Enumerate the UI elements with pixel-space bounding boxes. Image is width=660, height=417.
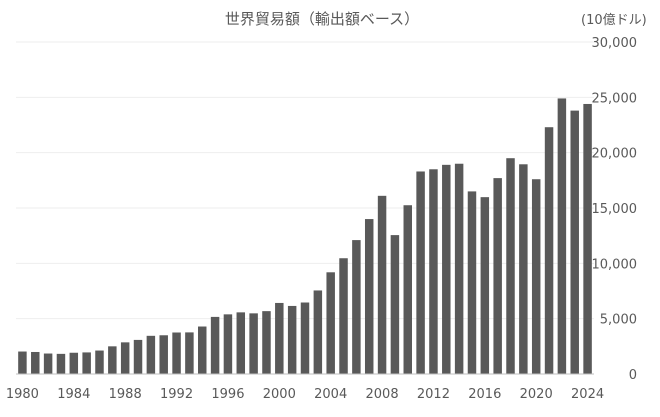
- bar-2009: [390, 235, 400, 374]
- bar-1989: [133, 339, 143, 374]
- bar-1986: [95, 350, 104, 374]
- bar-1982: [43, 353, 53, 374]
- y-tick-label: 10,000: [592, 257, 638, 272]
- y-axis-unit-label: (10億ドル): [581, 12, 647, 28]
- bar-2022: [557, 98, 567, 374]
- bar-1991: [159, 335, 168, 374]
- bar-1999: [262, 311, 271, 374]
- bar-2021: [544, 127, 554, 375]
- bar-2001: [287, 305, 297, 374]
- y-tick-label: 15,000: [592, 202, 638, 217]
- bar-1988: [120, 342, 130, 374]
- bar-2008: [377, 195, 387, 374]
- x-tick-label: 1980: [6, 387, 39, 402]
- bar-2020: [531, 179, 541, 374]
- bar-2024: [583, 103, 592, 374]
- x-tick-label: 2012: [417, 387, 450, 402]
- bar-2018: [506, 158, 515, 374]
- y-tick-label: 30,000: [592, 36, 638, 51]
- x-tick-label: 1984: [57, 387, 90, 402]
- chart-title: 世界貿易額（輸出額ベース）: [225, 10, 419, 28]
- bar-1987: [108, 346, 117, 374]
- bar-1992: [172, 332, 181, 374]
- bar-2002: [300, 302, 310, 374]
- bar-1984: [69, 352, 79, 374]
- bar-1993: [185, 332, 194, 374]
- bar-2010: [403, 205, 412, 374]
- bar-2000: [275, 302, 284, 374]
- x-tick-label: 1988: [109, 387, 142, 402]
- x-tick-label: 2000: [263, 387, 296, 402]
- bar-2014: [454, 163, 464, 374]
- bar-2013: [442, 164, 451, 374]
- bar-2004: [326, 272, 335, 374]
- y-tick-label: 25,000: [592, 91, 638, 106]
- bar-1997: [236, 312, 246, 374]
- x-tick-label: 2024: [571, 387, 604, 402]
- bar-1995: [210, 316, 220, 374]
- x-tick-label: 2004: [314, 387, 347, 402]
- bar-2016: [480, 197, 490, 374]
- bar-2003: [313, 290, 323, 374]
- bar-1994: [198, 326, 207, 374]
- bar-layer: [18, 98, 592, 375]
- x-tick-label: 2020: [520, 387, 553, 402]
- bar-2012: [429, 169, 438, 374]
- bar-2023: [570, 110, 579, 375]
- y-tick-label: 20,000: [592, 147, 638, 162]
- bar-1980: [18, 351, 27, 374]
- x-tick-labels: 1980 1984 1988 1992 1996 2000 2004 2008 2012 2016…: [6, 387, 604, 402]
- y-tick-label: 0: [629, 368, 637, 383]
- bar-1985: [82, 352, 91, 374]
- bar-2011: [416, 171, 425, 374]
- bar-2019: [519, 164, 528, 374]
- y-tick-labels: 0 5,000 10,000 15,000 20,000 25,000 30,000: [592, 36, 638, 383]
- bar-2017: [493, 178, 502, 374]
- bar-2005: [339, 258, 348, 374]
- bar-1990: [146, 335, 156, 374]
- bar-2007: [364, 219, 374, 374]
- bar-2006: [352, 240, 361, 374]
- bar-1998: [249, 313, 258, 374]
- bar-2015: [467, 191, 477, 374]
- bar-1983: [56, 353, 66, 374]
- x-tick-label: 2008: [366, 387, 399, 402]
- bar-1996: [223, 314, 233, 374]
- x-tick-label: 1992: [160, 387, 193, 402]
- y-tick-label: 5,000: [600, 313, 637, 328]
- bar-1981: [31, 351, 40, 374]
- x-tick-label: 2016: [468, 387, 501, 402]
- x-tick-label: 1996: [211, 387, 244, 402]
